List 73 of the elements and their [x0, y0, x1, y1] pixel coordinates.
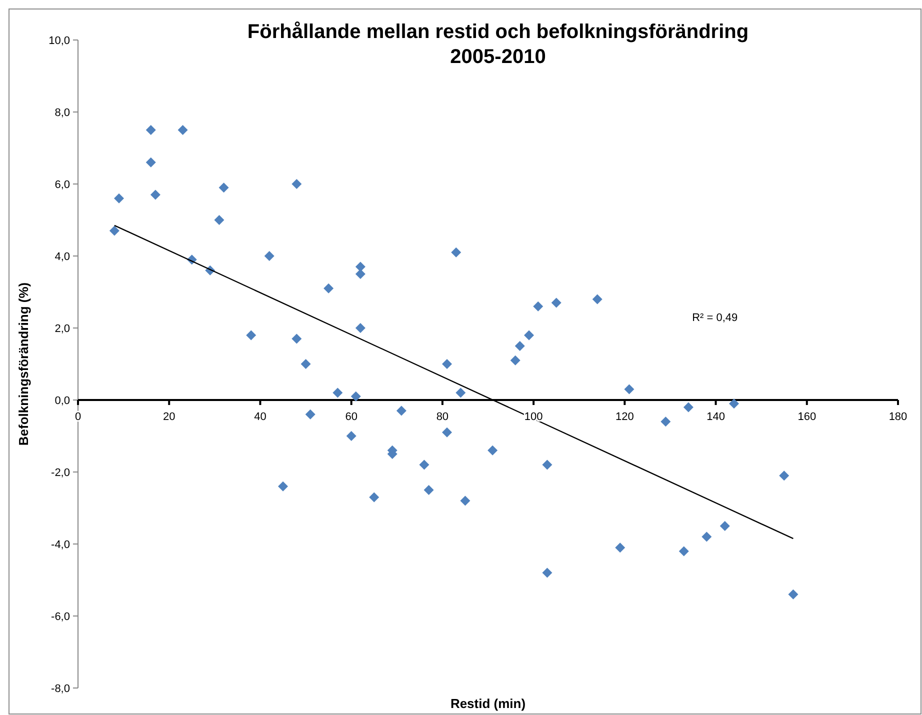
chart-title: Förhållande mellan restid och befolkningsförändring 2005-2010	[247, 21, 749, 68]
point	[332, 388, 343, 398]
y-tick-label: 4,0	[54, 251, 70, 263]
point	[369, 492, 380, 502]
point	[720, 521, 730, 531]
x-tick-label: 80	[436, 411, 449, 423]
x-tick-label: 40	[254, 411, 266, 423]
point	[300, 359, 311, 369]
point	[442, 427, 452, 438]
point	[660, 416, 671, 427]
point	[678, 546, 689, 556]
point	[451, 247, 462, 258]
point	[146, 157, 156, 168]
point	[442, 359, 452, 369]
point	[214, 215, 224, 225]
point	[510, 355, 520, 366]
x-tick-label: 180	[888, 411, 908, 423]
x-tick-label: 20	[162, 411, 176, 423]
point	[551, 298, 562, 308]
y-tick-label: -2,0	[51, 467, 70, 479]
point	[114, 193, 124, 204]
point	[456, 388, 466, 398]
y-tick-label: 10,0	[48, 35, 70, 47]
point	[396, 406, 406, 416]
point	[542, 460, 552, 470]
point	[683, 402, 694, 412]
y-tick-label: 6,0	[54, 179, 70, 191]
point	[424, 485, 434, 495]
point	[460, 496, 470, 506]
y-axis-title: Befolkningsförändring (%)	[16, 282, 31, 446]
y-tick-label: 2,0	[54, 323, 70, 335]
point	[355, 269, 366, 279]
x-tick-label: 0	[74, 411, 82, 423]
point	[419, 460, 430, 470]
y-tick-label: 0,0	[54, 395, 70, 407]
point	[729, 398, 739, 409]
y-tick-label: 8,0	[54, 107, 70, 119]
point	[278, 481, 288, 492]
point	[109, 226, 120, 236]
point	[150, 190, 160, 200]
x-tick-label: 140	[706, 411, 725, 423]
point	[146, 125, 156, 135]
point	[218, 182, 229, 193]
point	[702, 532, 712, 542]
point	[346, 431, 356, 441]
point	[514, 341, 525, 351]
x-axis-title: Restid (min)	[450, 696, 526, 711]
point	[305, 409, 316, 420]
point	[779, 470, 790, 481]
y-tick-label: -8,0	[51, 683, 70, 695]
x-tick-label: 160	[798, 411, 816, 423]
annotation: R² = 0,49	[692, 312, 738, 324]
point	[542, 568, 552, 578]
point	[788, 589, 798, 600]
point	[355, 323, 366, 333]
point	[615, 542, 626, 553]
point	[178, 125, 188, 135]
point	[292, 334, 302, 344]
point	[350, 391, 361, 402]
point	[246, 330, 256, 340]
point	[355, 262, 366, 272]
y-tick-label: -6,0	[51, 611, 70, 623]
point	[292, 179, 302, 189]
point	[533, 301, 544, 312]
point	[524, 330, 534, 340]
x-tick-label: 60	[345, 411, 358, 423]
y-tick-label: -4,0	[51, 539, 70, 551]
point	[488, 445, 498, 456]
point	[324, 283, 334, 294]
point	[624, 384, 634, 394]
point	[592, 294, 602, 304]
point	[264, 251, 274, 261]
x-tick-label: 120	[615, 411, 634, 423]
